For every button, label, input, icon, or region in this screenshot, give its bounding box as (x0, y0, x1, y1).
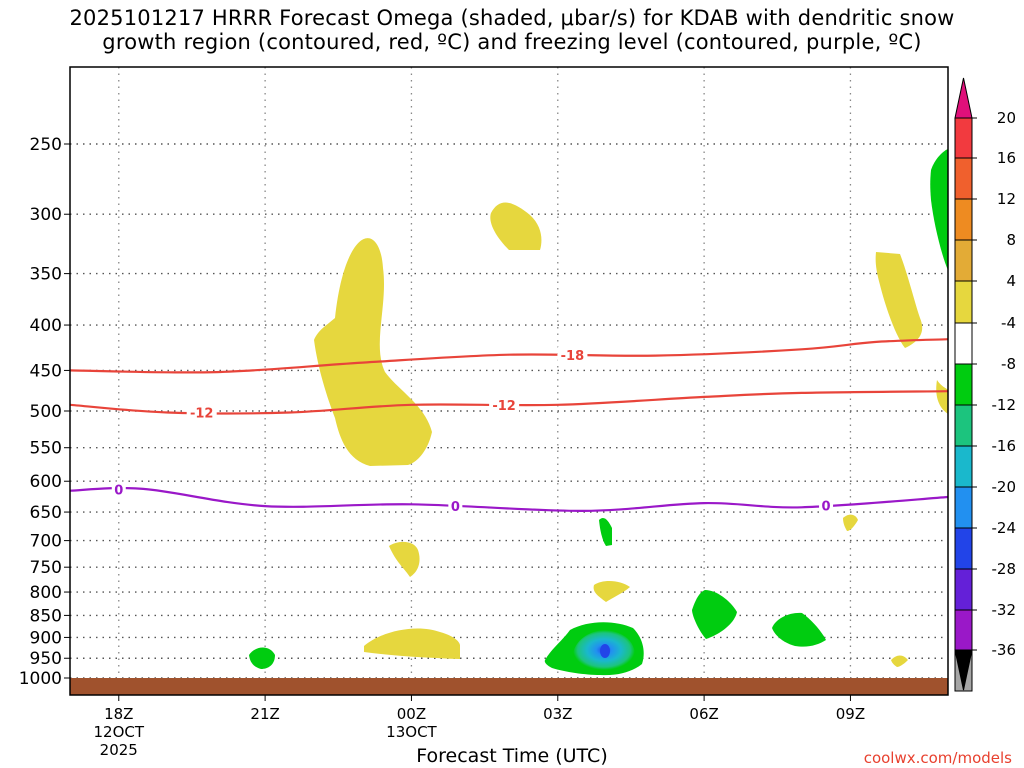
colorbar-label-5: -4 (1001, 314, 1016, 332)
colorbar-band-7 (954, 404, 973, 447)
y-tick-label-650: 650 (30, 503, 62, 523)
colorbar-label-13: -36 (992, 641, 1017, 659)
x-tick-label-0: 18Z (104, 705, 133, 723)
x-tick-date-0: 12OCT (94, 723, 145, 741)
sinking-green-6 (600, 644, 610, 658)
colorbar-label-7: -12 (992, 396, 1017, 414)
rising-yellow-10 (891, 655, 908, 667)
rising-yellow-9 (843, 514, 858, 531)
y-tick-label-950: 950 (30, 649, 62, 669)
credit-link[interactable]: coolwx.com/models (863, 749, 1012, 767)
y-axis: 2503003504004505005506006507007508008509… (19, 135, 70, 689)
colorbar-band-3 (954, 239, 973, 282)
chart-title: 2025101217 HRRR Forecast Omega (shaded, … (0, 6, 1024, 54)
rising-yellow-3 (875, 252, 923, 348)
freezing-level-line (70, 486, 948, 513)
colorbar-label-8: -16 (992, 437, 1017, 455)
colorbar-top-arrow (954, 77, 973, 119)
dendritic-snow-growth-bottom-label-bg-1 (489, 396, 520, 413)
y-tick-label-900: 900 (30, 628, 62, 648)
rising-yellow-7 (593, 581, 630, 602)
y-tick-label-300: 300 (30, 205, 62, 225)
colorbar-band-11 (954, 568, 973, 611)
x-tick-label-1: 21Z (250, 705, 279, 723)
rising-yellow-2 (490, 202, 542, 250)
y-tick-label-400: 400 (30, 316, 62, 336)
freezing-level-label-1: 0 (451, 500, 460, 515)
y-tick-label-700: 700 (30, 532, 62, 552)
y-tick-label-850: 850 (30, 606, 62, 626)
rising-yellow-8 (364, 628, 460, 659)
colorbar-label-4: 4 (1006, 272, 1016, 290)
colorbar-band-8 (954, 445, 973, 488)
sinking-green-3 (692, 590, 737, 639)
dendritic-snow-growth-bottom-label-1: -12 (492, 399, 516, 414)
x-tick-label-3: 03Z (543, 705, 572, 723)
colorbar-label-9: -20 (992, 478, 1017, 496)
x-tick-year-0: 2025 (100, 741, 138, 759)
colorbar-band-12 (954, 609, 973, 651)
x-tick-label-5: 09Z (836, 705, 865, 723)
y-tick-label-600: 600 (30, 472, 62, 492)
freezing-level-label-2: 0 (822, 500, 831, 515)
contours: -18 -12 -12 0 0 0 (70, 338, 948, 515)
freezing-level-label-bg-1 (448, 497, 463, 514)
x-tick-label-2: 00Z (397, 705, 426, 723)
rising-yellow-5 (389, 541, 420, 577)
colorbar-label-12: -32 (992, 601, 1017, 619)
colorbar-label-11: -28 (992, 560, 1017, 578)
x-axis-title: Forecast Time (UTC) (416, 745, 608, 767)
sinking-green-1 (930, 148, 948, 271)
y-tick-label-450: 450 (30, 361, 62, 381)
y-tick-label-750: 750 (30, 558, 62, 578)
freezing-level-label-bg-2 (819, 497, 834, 514)
title-line-1: 2025101217 HRRR Forecast Omega (shaded, … (69, 6, 955, 30)
x-tick-label-4: 06Z (689, 705, 718, 723)
y-tick-label-350: 350 (30, 265, 62, 285)
dendritic-snow-growth-bottom-label-bg-0 (186, 404, 217, 421)
colorbar-label-3: 8 (1006, 231, 1016, 249)
y-tick-label-1000: 1000 (19, 669, 62, 689)
rising-yellow-4 (936, 380, 948, 414)
colorbar-label-6: -8 (1001, 355, 1016, 373)
dendritic-snow-growth-bottom-label-0: -12 (190, 407, 214, 422)
y-tick-label-250: 250 (30, 135, 62, 155)
sinking-green-4 (772, 612, 826, 647)
freezing-level-label-0: 0 (114, 483, 123, 498)
colorbar-bottom-arrow (954, 649, 973, 691)
omega-shading (249, 148, 948, 676)
freezing-level-label-bg-0 (111, 481, 126, 498)
colorbar-band-6 (954, 363, 973, 406)
dendritic-snow-growth-top-line (70, 338, 948, 374)
colorbar-band-0 (954, 117, 973, 159)
colorbar-label-10: -24 (992, 519, 1017, 537)
colorbar-label-2: 12 (997, 190, 1016, 208)
colorbar-band-9 (954, 486, 973, 529)
dendritic-snow-growth-top-label-bg-0 (557, 347, 588, 364)
terrain-surface (70, 678, 948, 695)
colorbar: 20 16 12 8 4 -4 -8 -12 -16 -20 -24 -28 -32 -36 (954, 77, 1017, 692)
rising-yellow-6 (599, 517, 612, 546)
dendritic-snow-growth-top-label-0: -18 (561, 349, 585, 364)
colorbar-label-1: 16 (997, 149, 1016, 167)
x-tick-date-2: 13OCT (386, 723, 437, 741)
colorbar-band-2 (954, 198, 973, 241)
plot-grid (70, 67, 948, 695)
colorbar-band-5 (954, 322, 973, 365)
colorbar-label-0: 20 (997, 109, 1016, 127)
rising-yellow-1 (314, 238, 432, 466)
sinking-green-2 (249, 647, 275, 669)
y-tick-label-550: 550 (30, 439, 62, 459)
colorbar-band-4 (954, 280, 973, 324)
colorbar-band-1 (954, 157, 973, 200)
title-line-2: growth region (contoured, red, ºC) and f… (102, 30, 922, 54)
plot-frame (69, 66, 949, 696)
colorbar-band-10 (954, 527, 973, 570)
y-tick-label-500: 500 (30, 402, 62, 422)
y-tick-label-800: 800 (30, 583, 62, 603)
